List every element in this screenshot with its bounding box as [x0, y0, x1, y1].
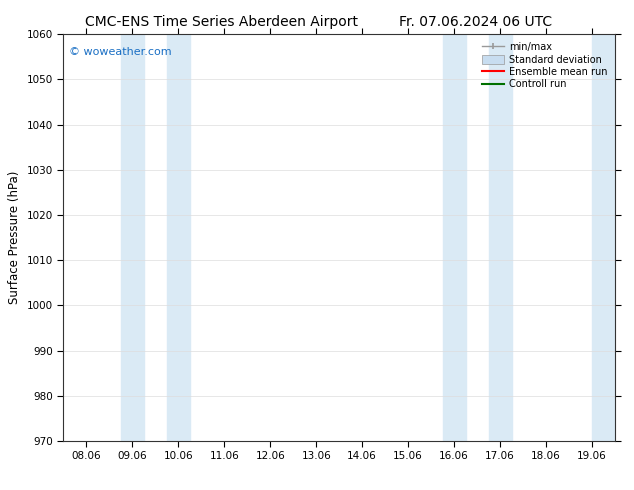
- Bar: [592, 34, 615, 441]
- Text: CMC-ENS Time Series Aberdeen Airport: CMC-ENS Time Series Aberdeen Airport: [86, 15, 358, 29]
- Bar: [489, 34, 512, 441]
- Text: © woweather.com: © woweather.com: [69, 47, 172, 56]
- Bar: [167, 34, 190, 441]
- Text: Fr. 07.06.2024 06 UTC: Fr. 07.06.2024 06 UTC: [399, 15, 552, 29]
- Bar: [443, 34, 465, 441]
- Legend: min/max, Standard deviation, Ensemble mean run, Controll run: min/max, Standard deviation, Ensemble me…: [479, 39, 610, 92]
- Bar: [121, 34, 144, 441]
- Y-axis label: Surface Pressure (hPa): Surface Pressure (hPa): [8, 171, 21, 304]
